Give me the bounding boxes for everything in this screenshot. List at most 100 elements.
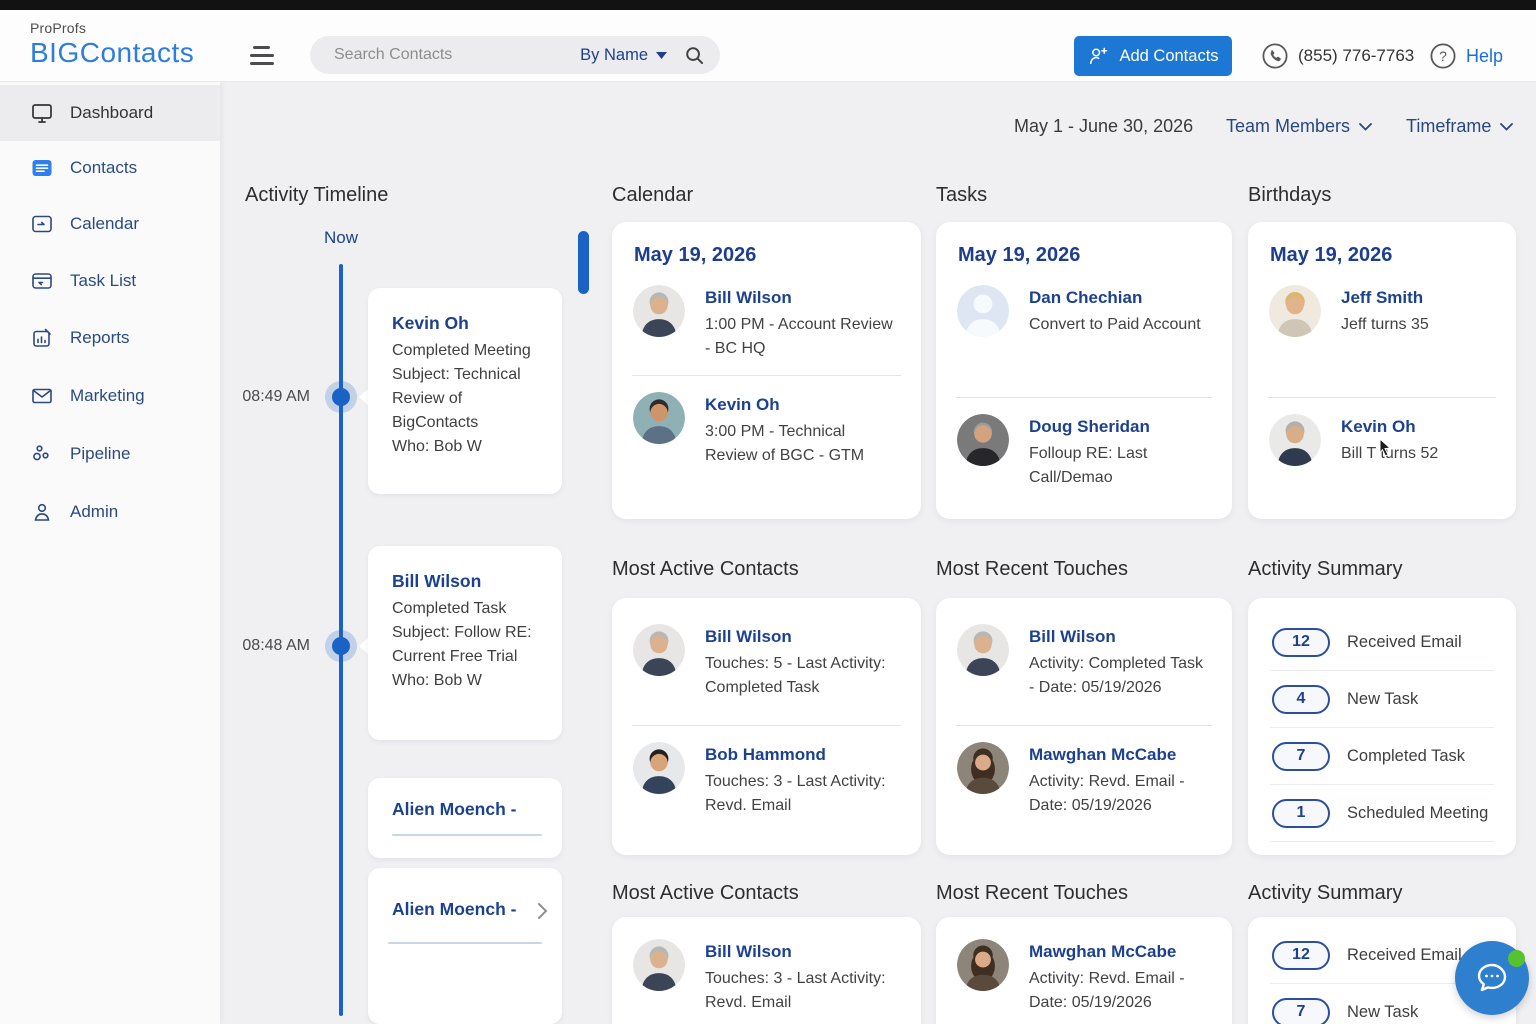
summary-row: 7 Completed Task [1270,728,1494,784]
sidebar-item-dashboard[interactable]: Dashboard [0,85,220,141]
contact-name[interactable]: Kevin Oh [1341,417,1416,436]
search-filter-dropdown[interactable]: By Name [580,46,667,65]
count-badge: 4 [1272,684,1330,714]
menu-toggle-button[interactable] [250,44,278,66]
brand-bigcontacts: BIGContacts [30,37,195,68]
timeline-contact-name[interactable]: Bill Wilson [392,571,482,591]
chevron-right-icon[interactable] [537,902,548,920]
search-filter-label: By Name [580,45,648,64]
event-detail: 3:00 PM - Technical Review of BGC - GTM [705,423,865,464]
timeline-activity-subject: Subject: Follow RE: Current Free Trial [392,624,532,665]
divider [1270,727,1494,728]
calendar-entry[interactable]: Bill Wilson 1:00 PM - Account Review - B… [612,271,921,373]
sidebar-label-contacts: Contacts [70,158,138,177]
contact-name[interactable]: Bill Wilson [1029,627,1116,646]
contact-name[interactable]: Bill Wilson [705,288,792,307]
timeline-card-notch [359,637,369,655]
timeline-activity-type: Completed Meeting [392,342,531,359]
contact-entry[interactable]: Bill Wilson Touches: 3 - Last Activity: … [612,917,921,1024]
monitor-icon [32,104,52,123]
contact-name[interactable]: Kevin Oh [705,395,780,414]
birthday-entry[interactable]: Kevin Oh Bill T turns 52 [1248,400,1516,478]
contact-name[interactable]: Doug Sheridan [1029,417,1150,436]
sidebar-item-calendar[interactable]: Calendar [0,196,220,252]
search-input[interactable] [334,46,581,64]
summary-row: 1 Scheduled Meeting [1270,785,1494,841]
task-entry[interactable]: Doug Sheridan Folloup RE: Last Call/Dema… [936,400,1232,502]
contact-name[interactable]: Mawghan McCabe [1029,745,1177,764]
avatar-mawghan-mccabe [957,742,1009,794]
birthday-entry[interactable]: Jeff Smith Jeff turns 35 [1248,271,1516,395]
calendar-icon [32,215,52,233]
timeframe-dropdown[interactable]: Timeframe [1406,116,1514,137]
contact-name[interactable]: Bob Hammond [705,745,826,764]
contact-name[interactable]: Dan Chechian [1029,288,1143,307]
sidebar-item-admin[interactable]: Admin [0,484,220,540]
divider [1270,670,1494,671]
task-entry[interactable]: Dan Chechian Convert to Paid Account [936,271,1232,395]
pipeline-bubbles-icon [33,445,49,461]
date-range-label: May 1 - June 30, 2026 [1014,116,1194,136]
sidebar-label-pipeline: Pipeline [70,444,131,463]
sidebar-item-contacts[interactable]: Contacts [0,140,220,196]
brand-logo[interactable]: ProProfs BIGContacts [30,20,194,69]
help-link[interactable]: ? Help [1430,43,1503,69]
most-recent-card: Bill Wilson Activity: Completed Task - D… [936,598,1232,855]
envelope-icon [32,388,52,404]
timeline-dot[interactable] [332,388,350,406]
timeline-card[interactable]: Alien Moench - [368,778,562,858]
timeline-dot[interactable] [332,637,350,655]
support-phone[interactable]: (855) 776-7763 [1262,43,1414,69]
timeline-contact-name[interactable]: Alien Moench - [392,799,517,819]
timeline-contact-name[interactable]: Kevin Oh [392,313,469,333]
calendar-card: May 19, 2026 Bill Wilson 1:00 PM - Accou… [612,222,921,519]
timeline-scrollbar-thumb[interactable] [578,231,589,294]
live-chat-button[interactable] [1455,941,1529,1015]
team-members-dropdown[interactable]: Team Members [1226,116,1372,137]
sidebar-item-task-list[interactable]: Task List [0,253,220,309]
timeline-card[interactable]: Alien Moench - [368,868,562,1024]
contact-entry[interactable]: Mawghan McCabe Activity: Revd. Email - D… [936,917,1232,1024]
birthdays-card: May 19, 2026 Jeff Smith Jeff turns 35 Ke… [1248,222,1516,519]
tasks-date: May 19, 2026 [958,244,1081,266]
timeline-card-underline [388,942,542,944]
avatar-placeholder [957,285,1009,337]
contact-entry[interactable]: Bob Hammond Touches: 3 - Last Activity: … [612,728,921,830]
divider [1268,397,1496,398]
add-contacts-button[interactable]: Add Contacts [1074,36,1232,76]
sidebar-item-marketing[interactable]: Marketing [0,368,220,424]
contacts-card-icon [32,160,52,176]
timeline-card-underline [392,834,542,836]
touch-detail: Touches: 3 - Last Activity: Revd. Email [705,970,886,1011]
search-bar[interactable]: By Name [310,36,720,74]
divider [956,725,1212,726]
task-list-icon [32,273,52,289]
contact-name[interactable]: Jeff Smith [1341,288,1424,307]
contact-entry[interactable]: Bill Wilson Touches: 5 - Last Activity: … [612,598,921,723]
contact-name[interactable]: Bill Wilson [705,627,792,646]
timeline-card[interactable]: Kevin Oh Completed Meeting Subject: Tech… [368,288,562,494]
phone-icon [1262,43,1288,69]
divider [1270,983,1494,984]
top-header: ProProfs BIGContacts By Name Add Contact… [0,10,1536,82]
avatar-bill-wilson [957,624,1009,676]
timeline-activity-who: Who: Bob W [392,672,482,689]
calendar-entry[interactable]: Kevin Oh 3:00 PM - Technical Review of B… [612,378,921,480]
sidebar-item-pipeline[interactable]: Pipeline [0,426,220,482]
avatar-kevin-oh [1269,414,1321,466]
sidebar-item-reports[interactable]: Reports [0,310,220,366]
count-badge: 7 [1272,997,1330,1024]
contact-name[interactable]: Bill Wilson [705,942,792,961]
avatar-bill-wilson [633,285,685,337]
timeline-card[interactable]: Bill Wilson Completed Task Subject: Foll… [368,546,562,740]
search-icon[interactable] [685,46,704,65]
svg-text:?: ? [1439,48,1447,64]
divider [956,397,1212,398]
sidebar-label-marketing: Marketing [70,386,145,405]
contact-entry[interactable]: Mawghan McCabe Activity: Revd. Email - D… [936,728,1232,830]
timeline-contact-name[interactable]: Alien Moench - [392,899,517,919]
contact-entry[interactable]: Bill Wilson Activity: Completed Task - D… [936,598,1232,723]
count-badge: 1 [1272,798,1330,828]
contact-name[interactable]: Mawghan McCabe [1029,942,1177,961]
touch-detail: Touches: 5 - Last Activity: Completed Ta… [705,655,886,696]
